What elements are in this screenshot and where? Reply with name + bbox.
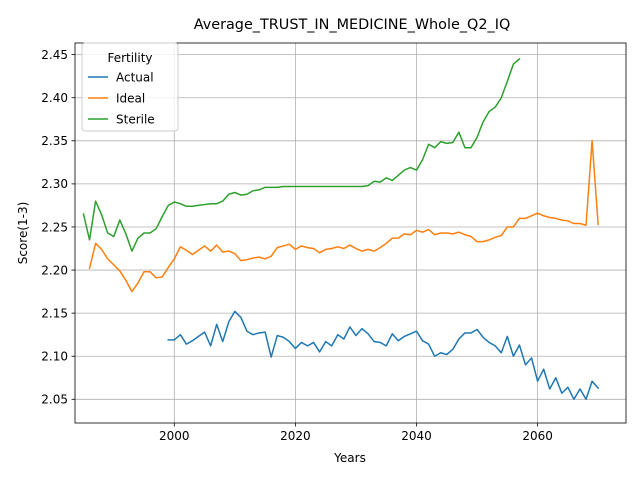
y-tick-label: 2.20 xyxy=(41,263,68,277)
legend-title: Fertility xyxy=(107,51,152,65)
y-tick-label: 2.05 xyxy=(41,393,68,407)
x-tick-label: 2000 xyxy=(159,429,190,443)
y-tick-label: 2.30 xyxy=(41,177,68,191)
y-tick-label: 2.25 xyxy=(41,220,68,234)
legend-box xyxy=(81,42,179,132)
x-tick-label: 2020 xyxy=(280,429,311,443)
series-line-ideal xyxy=(88,140,599,293)
x-tick-label: 2060 xyxy=(522,429,553,443)
y-axis-label: Score(1-3) xyxy=(16,202,30,265)
x-axis: 2000 2020 2040 2060 xyxy=(159,423,553,443)
y-tick-label: 2.15 xyxy=(41,306,68,320)
legend-label-ideal: Ideal xyxy=(116,91,145,105)
plot-area-frame xyxy=(74,42,627,424)
series-line-actual xyxy=(167,310,600,401)
y-tick-label: 2.10 xyxy=(41,350,68,364)
series-line-sterile xyxy=(82,57,521,252)
chart-title: Average_TRUST_IN_MEDICINE_Whole_Q2_IQ xyxy=(194,17,511,33)
x-axis-label: Years xyxy=(333,451,366,465)
legend-label-actual: Actual xyxy=(116,70,154,84)
y-tick-label: 2.40 xyxy=(41,91,68,105)
legend: Fertility Actual Ideal Sterile xyxy=(81,42,179,132)
legend-label-sterile: Sterile xyxy=(116,112,155,126)
series-lines xyxy=(82,57,600,401)
x-tick-label: 2040 xyxy=(401,429,432,443)
y-tick-label: 2.35 xyxy=(41,134,68,148)
y-axis: 2.05 2.10 2.15 2.20 2.25 2.30 2.35 2.40 2.45 xyxy=(41,48,75,407)
y-tick-label: 2.45 xyxy=(41,48,68,62)
